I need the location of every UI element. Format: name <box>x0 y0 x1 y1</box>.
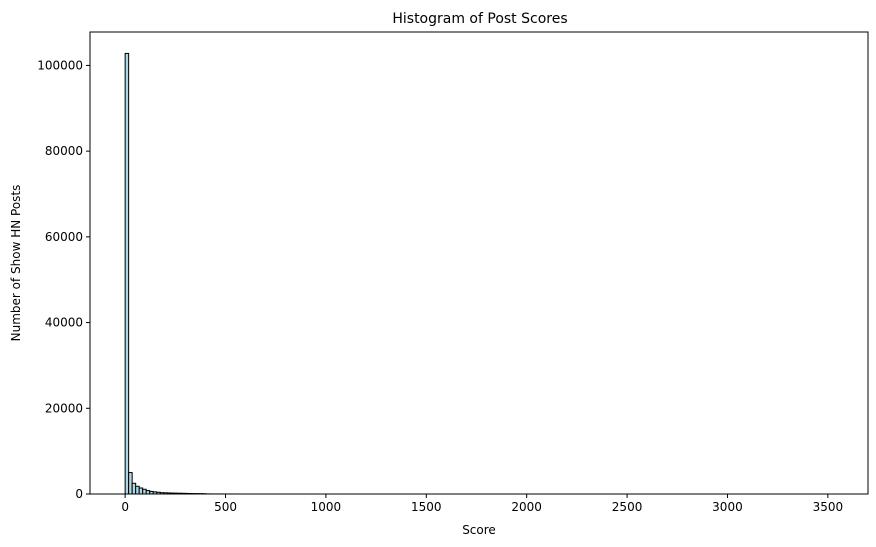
y-axis-ticks: 0 20000 40000 60000 80000 100000 <box>37 58 90 501</box>
histogram-bar <box>138 487 144 495</box>
histogram-bar <box>124 52 130 495</box>
histogram-bar <box>145 490 151 495</box>
x-axis-label: Score <box>462 523 496 537</box>
plot-frame <box>89 31 869 495</box>
histogram-bar <box>135 485 140 495</box>
x-tick-label: 2500 <box>612 500 643 514</box>
y-tick-label: 80000 <box>45 144 83 158</box>
x-tick-label: 1000 <box>311 500 342 514</box>
chart-title: Histogram of Post Scores <box>392 11 567 27</box>
x-tick-label: 500 <box>214 500 237 514</box>
y-tick-label: 20000 <box>45 401 83 415</box>
x-tick-label: 0 <box>121 500 129 514</box>
x-tick-label: 3500 <box>813 500 844 514</box>
x-tick-label: 3000 <box>712 500 743 514</box>
y-tick-label: 0 <box>75 487 83 501</box>
histogram-bars <box>124 52 239 495</box>
y-tick-label: 60000 <box>45 230 83 244</box>
x-tick-label: 2000 <box>511 500 542 514</box>
histogram-bar <box>142 488 147 495</box>
y-axis-label: Number of Show HN Posts <box>9 185 23 342</box>
y-tick-label: 40000 <box>45 316 83 330</box>
x-axis-ticks: 0 500 1000 1500 2000 2500 3000 3500 <box>121 494 843 514</box>
histogram-bar <box>128 472 133 495</box>
y-tick-label: 100000 <box>37 58 83 72</box>
x-tick-label: 1500 <box>411 500 442 514</box>
histogram-bar <box>131 482 137 495</box>
